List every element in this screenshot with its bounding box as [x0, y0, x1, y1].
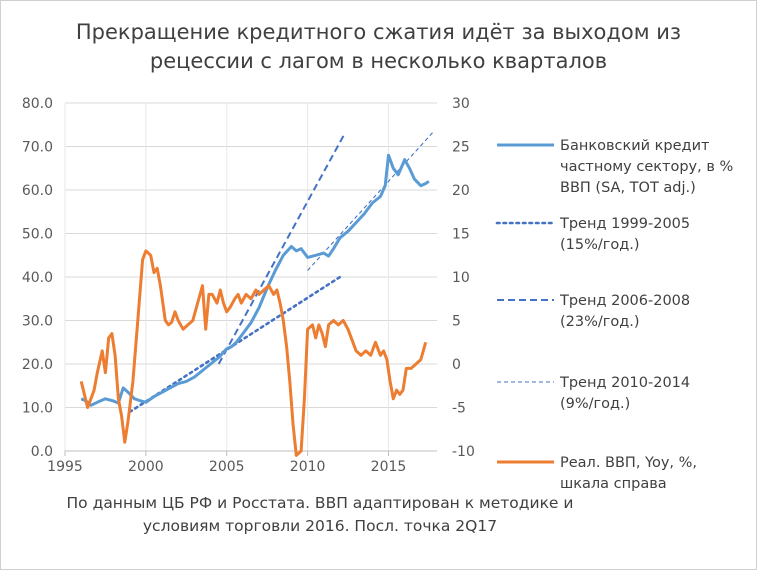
legend-label-2-0: Тренд 2006-2008: [559, 293, 690, 309]
legend-label-1-0: Тренд 1999-2005: [559, 216, 690, 232]
y-right-tick-label-3: 5: [452, 314, 461, 330]
y-left-tick-label-5: 50.0: [22, 227, 53, 243]
legend-label-4-0: Реал. ВВП, Yoy, %,: [560, 455, 697, 471]
legend-label-1-1: (15%/год.): [560, 237, 640, 253]
y-right-tick-label-2: 0: [452, 357, 461, 373]
x-tick-label-0: 1995: [47, 459, 83, 475]
chart-title: Прекращение кредитного сжатия идёт за вы…: [0, 18, 757, 76]
x-tick-label-1: 2000: [128, 459, 164, 475]
chart-title-line-2: рецессии с лагом в несколько кварталов: [149, 49, 608, 73]
y-left-tick-label-3: 30.0: [22, 314, 53, 330]
y-left-tick-label-4: 40.0: [22, 270, 53, 286]
series-line-2: [217, 132, 346, 365]
y-right-tick-label-4: 10: [452, 270, 470, 286]
y-left-tick-label-6: 60.0: [22, 183, 53, 199]
source-note-line-2: условиям торговли 2016. Посл. точка 2Q17: [142, 517, 498, 535]
series-line-0: [80, 153, 430, 407]
legend-label-0-0: Банковский кредит: [560, 138, 710, 154]
y-left-tick-label-8: 80.0: [22, 96, 53, 112]
y-left-tick-label-1: 10.0: [22, 401, 53, 417]
legend-label-0-1: частному сектору, в %: [560, 159, 733, 175]
series-line-4: [79, 249, 428, 457]
x-tick-label-2: 2005: [209, 459, 245, 475]
y-left-tick-label-7: 70.0: [22, 140, 53, 156]
legend-label-2-1: (23%/год.): [560, 314, 640, 330]
legend-label-3-1: (9%/год.): [560, 396, 630, 412]
y-right-tick-label-1: -5: [452, 401, 466, 417]
chart-title-line-1: Прекращение кредитного сжатия идёт за вы…: [75, 20, 682, 44]
legend-label-0-2: ВВП (SA, ТОТ adj.): [560, 180, 696, 196]
y-right-tick-label-8: 30: [452, 96, 470, 112]
legend-label-3-0: Тренд 2010-2014: [559, 375, 690, 391]
legend-label-4-1: шкала справа: [560, 476, 667, 492]
y-right-tick-label-7: 25: [452, 140, 470, 156]
source-note-line-1: По данным ЦБ РФ и Росстата. ВВП адаптиро…: [66, 494, 574, 512]
y-right-tick-label-5: 15: [452, 227, 470, 243]
y-left-tick-label-2: 20.0: [22, 357, 53, 373]
y-left-tick-label-0: 0.0: [31, 444, 53, 460]
x-tick-label-4: 2015: [371, 459, 407, 475]
x-tick-label-3: 2010: [290, 459, 326, 475]
source-note: По данным ЦБ РФ и Росстата. ВВП адаптиро…: [40, 492, 600, 538]
y-right-tick-label-0: -10: [452, 444, 475, 460]
series-line-3: [307, 130, 435, 271]
y-right-tick-label-6: 20: [452, 183, 470, 199]
